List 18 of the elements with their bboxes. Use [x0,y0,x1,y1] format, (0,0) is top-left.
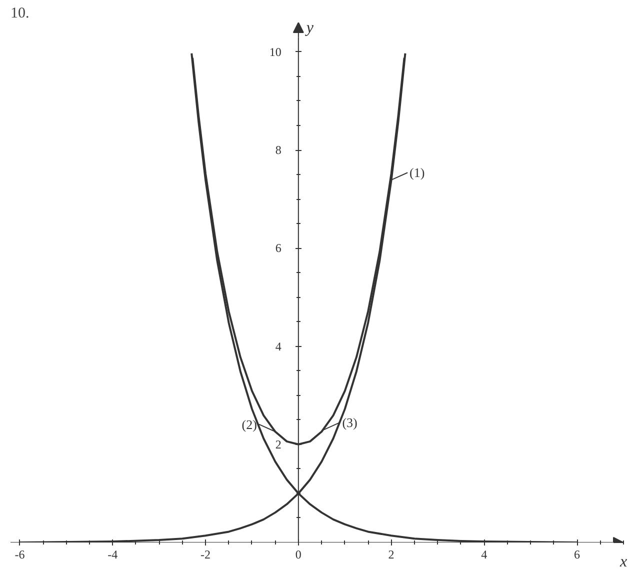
x-tick-label: -2 [200,548,211,562]
x-tick-label: 0 [295,548,302,562]
x-tick-label: 4 [481,548,488,562]
x-tick-label: -4 [108,548,118,562]
x-axis-title: x [618,554,628,570]
annotation: (1) [410,165,425,180]
y-axis-title: y [304,20,314,36]
x-tick-label: 2 [388,548,394,562]
y-tick-label: 6 [275,241,282,256]
annotation: (3) [342,414,358,430]
x-tick-label: -6 [14,548,25,562]
y-tick-label: 10 [269,44,282,59]
y-tick-label: 8 [275,143,282,158]
chart-title: 10. [10,6,30,22]
x-tick-label: 6 [574,548,580,562]
y-tick-label: 4 [275,339,282,354]
annotation: (2) [242,416,257,432]
y-tick-label: 2 [275,437,282,452]
